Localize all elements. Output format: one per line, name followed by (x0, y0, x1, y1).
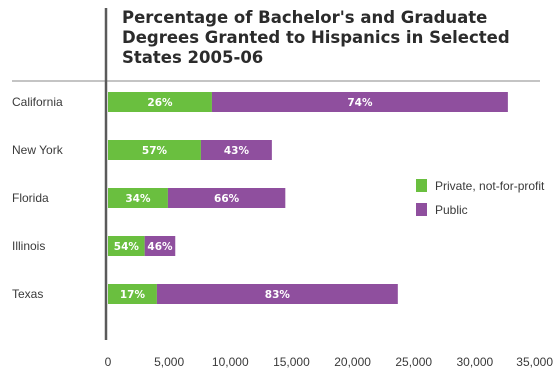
bar-illinois-public (144, 236, 176, 256)
category-label-illinois: Illinois (12, 239, 45, 253)
x-axis-ticks: 0 5,000 10,000 15,000 20,000 25,000 30,000 35,0… (105, 355, 554, 369)
x-tick-label-35000: 35,000 (516, 355, 553, 369)
chart-title-line-1: Percentage of Bachelor's and Graduate (122, 8, 487, 27)
bar-california-private-not-for-profit (108, 92, 212, 112)
bar-label-new-york-private-not-for-profit: 57% (142, 145, 168, 157)
bar-illinois-private-not-for-profit (108, 236, 145, 256)
x-tick-label-30000: 30,000 (457, 355, 494, 369)
x-tick-label-25000: 25,000 (395, 355, 432, 369)
bar-california-public (211, 92, 508, 112)
bar-new-york-private-not-for-profit (108, 140, 201, 160)
bar-label-texas-public: 83% (265, 289, 291, 301)
chart-title-line-3: States 2005-06 (122, 48, 263, 67)
chart-title-line-2: Degrees Granted to Hispanics in Selected (122, 28, 510, 47)
bar-florida-public (167, 188, 286, 208)
x-tick-label-0: 0 (105, 355, 112, 369)
legend: Private, not-for-profit Public (416, 179, 545, 217)
category-label-new-york: New York (12, 143, 64, 157)
bar-label-florida-private-not-for-profit: 34% (125, 193, 151, 205)
bar-texas-private-not-for-profit (108, 284, 157, 304)
category-label-florida: Florida (12, 191, 49, 205)
legend-swatch-private (416, 179, 427, 192)
x-tick-label-10000: 10,000 (212, 355, 249, 369)
legend-label-private: Private, not-for-profit (435, 179, 545, 193)
x-tick-label-20000: 20,000 (334, 355, 371, 369)
category-label-texas: Texas (12, 287, 43, 301)
bar-label-florida-public: 66% (214, 193, 240, 205)
segment-labels: 26% 74% 57% 43% 34% 66% 54% 46% 17% 83% (114, 97, 373, 301)
bar-florida-private-not-for-profit (108, 188, 168, 208)
bar-label-texas-private-not-for-profit: 17% (120, 289, 146, 301)
bar-label-illinois-private-not-for-profit: 54% (114, 241, 140, 253)
legend-swatch-public (416, 203, 427, 216)
legend-label-public: Public (435, 203, 468, 217)
bar-label-california-private-not-for-profit: 26% (147, 97, 173, 109)
bar-texas-public (156, 284, 398, 304)
category-label-california: California (12, 95, 63, 109)
x-tick-label-5000: 5,000 (154, 355, 184, 369)
bar-label-new-york-public: 43% (224, 145, 250, 157)
category-labels: California New York Florida Illinois Texas (12, 95, 64, 301)
x-tick-label-15000: 15,000 (273, 355, 310, 369)
bar-label-illinois-public: 46% (147, 241, 173, 253)
bar-new-york-public (200, 140, 272, 160)
bars-group (108, 92, 508, 304)
bar-label-california-public: 74% (347, 97, 373, 109)
